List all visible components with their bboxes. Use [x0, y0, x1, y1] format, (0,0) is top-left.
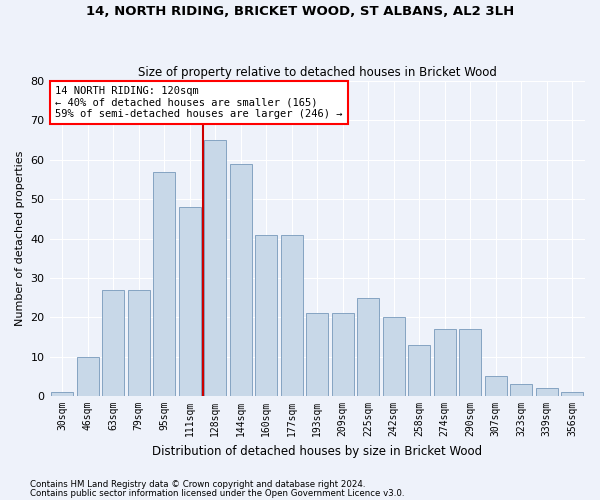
- Bar: [205, 140, 226, 396]
- Bar: [103, 290, 124, 396]
- Bar: [128, 290, 149, 396]
- X-axis label: Distribution of detached houses by size in Bricket Wood: Distribution of detached houses by size …: [152, 444, 482, 458]
- Bar: [562, 392, 583, 396]
- Bar: [460, 329, 481, 396]
- Y-axis label: Number of detached properties: Number of detached properties: [15, 151, 25, 326]
- Bar: [485, 376, 506, 396]
- Bar: [434, 329, 455, 396]
- Bar: [383, 318, 404, 396]
- Text: Contains HM Land Registry data © Crown copyright and database right 2024.: Contains HM Land Registry data © Crown c…: [30, 480, 365, 489]
- Bar: [409, 345, 430, 396]
- Bar: [511, 384, 532, 396]
- Bar: [230, 164, 251, 396]
- Title: Size of property relative to detached houses in Bricket Wood: Size of property relative to detached ho…: [138, 66, 497, 78]
- Bar: [52, 392, 73, 396]
- Bar: [332, 314, 353, 396]
- Bar: [358, 298, 379, 396]
- Bar: [536, 388, 557, 396]
- Text: 14 NORTH RIDING: 120sqm
← 40% of detached houses are smaller (165)
59% of semi-d: 14 NORTH RIDING: 120sqm ← 40% of detache…: [55, 86, 343, 119]
- Bar: [77, 356, 98, 396]
- Text: 14, NORTH RIDING, BRICKET WOOD, ST ALBANS, AL2 3LH: 14, NORTH RIDING, BRICKET WOOD, ST ALBAN…: [86, 5, 514, 18]
- Bar: [179, 207, 200, 396]
- Bar: [307, 314, 328, 396]
- Text: Contains public sector information licensed under the Open Government Licence v3: Contains public sector information licen…: [30, 488, 404, 498]
- Bar: [256, 234, 277, 396]
- Bar: [154, 172, 175, 396]
- Bar: [281, 234, 302, 396]
